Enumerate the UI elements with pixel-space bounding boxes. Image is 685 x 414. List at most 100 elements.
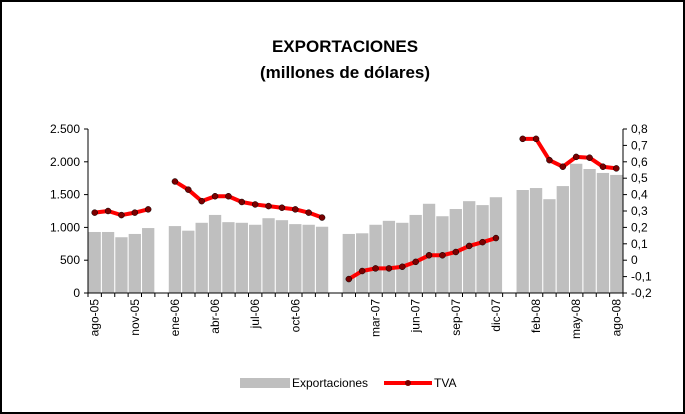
bar: [275, 220, 289, 293]
x-tick-label: oct-06: [288, 299, 302, 333]
line-marker: [399, 263, 406, 271]
line-marker: [144, 206, 152, 213]
chart-subtitle: (millones de dólares): [260, 63, 430, 82]
x-tick-label: jul-06: [248, 299, 262, 330]
line-marker: [586, 154, 593, 161]
legend-marker: [405, 380, 411, 386]
line-marker: [131, 209, 139, 216]
bar: [516, 190, 529, 293]
line-marker: [479, 238, 486, 246]
line-marker: [185, 186, 192, 193]
x-tick-label: may-08: [569, 299, 583, 339]
x-tick-label: sep-07: [449, 299, 463, 336]
line-marker: [546, 156, 553, 164]
bar: [596, 172, 610, 293]
y2-tick-label: -0,1: [631, 270, 652, 284]
bar: [489, 197, 503, 293]
bar: [556, 186, 569, 293]
line-marker: [572, 153, 580, 161]
bar: [182, 230, 195, 293]
x-tick-label: nov-05: [128, 299, 142, 336]
line-marker: [372, 265, 379, 272]
legend-label: Exportaciones: [292, 376, 368, 390]
line-marker: [559, 163, 567, 170]
y-tick-label: 2.500: [50, 122, 80, 136]
x-tick-label: abr-06: [208, 299, 222, 334]
line-marker: [118, 211, 125, 219]
line-marker: [519, 135, 526, 143]
line-marker: [91, 209, 98, 216]
line-marker: [532, 135, 540, 143]
line-marker: [599, 163, 607, 170]
x-tick-label: feb-08: [529, 299, 543, 333]
line-marker: [278, 204, 286, 211]
y2-tick-label: 0,4: [631, 188, 648, 202]
line-marker: [265, 202, 272, 210]
y2-tick-label: 0,5: [631, 171, 648, 185]
bar: [262, 218, 275, 293]
bar: [529, 188, 543, 293]
line-marker: [171, 178, 179, 185]
line-marker: [198, 197, 205, 205]
bar: [610, 174, 623, 293]
y2-tick-label: 0,8: [631, 122, 648, 136]
line-marker: [452, 248, 460, 256]
x-tick-label: mar-07: [369, 299, 383, 337]
line-marker: [104, 207, 112, 215]
line-marker: [345, 275, 353, 283]
line-marker: [492, 234, 500, 242]
line-marker: [465, 242, 473, 250]
bar: [476, 205, 489, 293]
line-marker: [613, 165, 620, 172]
y-tick-label: 1.500: [50, 188, 80, 202]
legend-swatch: [240, 378, 290, 388]
bar: [208, 214, 222, 293]
bar: [289, 224, 302, 293]
y2-tick-label: 0,3: [631, 204, 648, 218]
bar: [396, 222, 409, 293]
line-marker: [225, 192, 232, 200]
bar: [168, 226, 182, 293]
bar: [128, 233, 141, 293]
y-tick-label: 500: [60, 253, 80, 267]
line-marker: [439, 252, 446, 259]
x-tick-label: dic-07: [489, 299, 503, 332]
line-marker: [412, 258, 419, 266]
bar: [342, 233, 355, 293]
bar: [583, 169, 596, 293]
y2-tick-label: 0,7: [631, 138, 648, 152]
line-marker: [385, 265, 393, 272]
y2-tick-label: 0,6: [631, 155, 648, 169]
bar: [543, 199, 556, 293]
x-tick-label: jun-07: [409, 299, 423, 334]
y-tick-label: 0: [73, 286, 80, 300]
legend-label: TVA: [434, 376, 456, 390]
bar: [88, 231, 101, 293]
x-tick-label: ago-08: [609, 299, 623, 337]
bar: [195, 222, 208, 293]
line-marker: [318, 214, 326, 221]
y2-tick-label: 0,1: [631, 237, 648, 251]
bar: [409, 214, 422, 293]
bar: [369, 224, 382, 293]
bar: [356, 233, 369, 293]
bar: [235, 222, 248, 293]
line-marker: [305, 209, 312, 216]
y2-tick-label: -0,2: [631, 286, 652, 300]
line-marker: [238, 198, 246, 206]
y2-tick-label: 0,2: [631, 220, 648, 234]
line-marker: [358, 267, 366, 275]
bar: [422, 203, 436, 293]
y-tick-label: 1.000: [50, 220, 80, 234]
line-marker: [211, 192, 219, 200]
line-marker: [425, 252, 433, 259]
line-marker: [292, 206, 299, 213]
x-tick-label: ago-05: [88, 299, 102, 337]
bar: [142, 228, 155, 293]
bar: [249, 224, 262, 293]
bar: [302, 224, 315, 293]
y2-tick-label: 0: [631, 253, 638, 267]
x-tick-label: ene-06: [168, 299, 182, 337]
bar: [115, 237, 128, 293]
